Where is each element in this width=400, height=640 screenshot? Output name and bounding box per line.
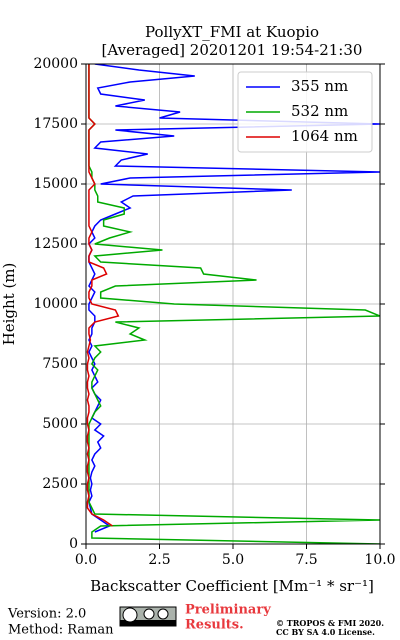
x-axis-label: Backscatter Coefficient [Mm⁻¹ * sr⁻¹]: [90, 577, 374, 595]
plot-lines: [86, 64, 380, 544]
y-tick-label: 15000: [33, 176, 78, 192]
license: CC BY SA 4.0 License.: [276, 627, 375, 637]
x-tick-label: 0.0: [75, 552, 97, 568]
copyright: © TROPOS & FMI 2020.: [276, 618, 384, 628]
y-tick-label: 10000: [33, 296, 78, 312]
x-tick-label: 2.5: [148, 552, 170, 568]
profile-line: [86, 64, 120, 527]
legend-label: 355 nm: [291, 77, 348, 95]
preliminary-note: Results.: [185, 618, 244, 633]
legend: 355 nm 532 nm 1064 nm: [237, 71, 373, 153]
legend-label: 1064 nm: [291, 127, 358, 145]
y-tick-label: 7500: [42, 356, 78, 372]
preliminary-note: Preliminary: [185, 603, 271, 618]
y-tick-label: 12500: [33, 236, 78, 252]
x-tick-label: 5.0: [222, 552, 244, 568]
y-tick-label: 5000: [42, 416, 78, 432]
legend-label: 532 nm: [291, 102, 348, 120]
y-tick-label: 0: [69, 536, 78, 552]
chart-subtitle: [Averaged] 20201201 19:54-21:30: [102, 41, 363, 59]
y-tick-label: 17500: [33, 116, 78, 132]
y-axis-label: Height (m): [0, 263, 18, 346]
chart-title: PollyXT_FMI at Kuopio: [145, 23, 319, 41]
profile-line: [88, 64, 380, 533]
cc-badge: [119, 606, 177, 627]
y-tick-label: 2500: [42, 476, 78, 492]
method: Method: Raman: [8, 623, 114, 638]
legend-box: [237, 71, 373, 153]
y-tick-label: 20000: [33, 56, 78, 72]
x-tick-label: 10.0: [364, 552, 395, 568]
x-tick-label: 7.5: [295, 552, 317, 568]
version: Version: 2.0: [7, 607, 86, 622]
